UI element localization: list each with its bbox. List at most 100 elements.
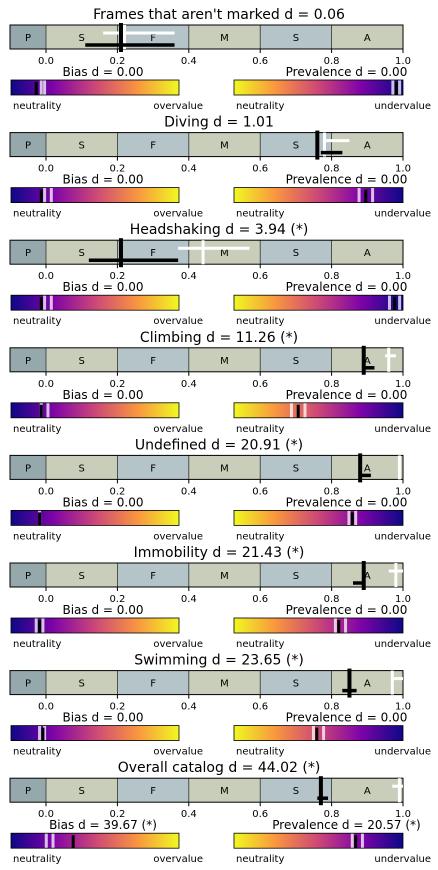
band-label: P [25, 463, 31, 474]
band [46, 132, 118, 157]
band-label: A [364, 786, 371, 797]
band [260, 240, 332, 265]
axis-tick-label: 0.6 [252, 56, 268, 67]
prevalence-tick-right: undervalue [374, 747, 431, 758]
axis-tick-label: 0.8 [324, 271, 340, 282]
axis-tick-label: 0.6 [252, 164, 268, 175]
band [46, 347, 118, 372]
axis-tick-label: 0.6 [252, 702, 268, 713]
band-label: F [150, 248, 156, 259]
panel: Overall catalog d = 44.02 (*) P S F M S A 0.0 0.… [9, 760, 431, 865]
axis-tick-label: 1.0 [395, 164, 411, 175]
axis-tick-label: 0.8 [324, 486, 340, 497]
axis-tick-label: 0.0 [38, 702, 54, 713]
band-label: A [364, 141, 371, 152]
band [260, 347, 332, 372]
band-label: M [220, 679, 229, 690]
prevalence-gradient [234, 618, 403, 633]
band-label: S [79, 786, 85, 797]
panel: Climbing d = 11.26 (*) P S F M S A 0.0 0.2 0.4 0.6… [9, 330, 431, 435]
axis-tick-label: 0.2 [109, 379, 125, 390]
band [10, 778, 46, 803]
band-bar-frame [9, 777, 404, 803]
prevalence-label: Prevalence d = 20.57 (*) [272, 818, 420, 832]
bias-tick-left: neutrality [13, 209, 61, 220]
axis-tick-label: 0.0 [38, 594, 54, 605]
prevalence-tick-right: undervalue [374, 316, 431, 327]
prevalence-gradient [234, 80, 403, 95]
band [331, 563, 403, 587]
bias-gradient-frame [10, 402, 180, 419]
axis-tick-label: 0.8 [324, 56, 340, 67]
axis-tick-label: 0.2 [109, 486, 125, 497]
bias-tick-right: overvalue [153, 316, 203, 327]
prevalence-label: Prevalence d = 0.00 [286, 495, 408, 509]
band [117, 132, 189, 157]
band-label: S [293, 786, 299, 797]
prevalence-gradient-frame [233, 725, 404, 741]
bias-gradient-frame [10, 832, 180, 849]
band-label: S [293, 248, 299, 259]
bias-gradient [11, 833, 179, 849]
band-label: A [364, 33, 371, 44]
band-label: S [293, 356, 299, 367]
band [117, 670, 189, 695]
band-bar-frame [9, 562, 404, 588]
band [188, 240, 261, 265]
axis-tick-label: 0.2 [109, 809, 125, 820]
prevalence-label: Prevalence d = 0.00 [286, 173, 408, 187]
band-label: P [25, 786, 31, 797]
axis-tick-label: 0.0 [38, 379, 54, 390]
bias-gradient-frame [10, 725, 180, 741]
band-label: F [150, 679, 156, 690]
bias-gradient [11, 402, 179, 418]
axis-tick-label: 0.8 [324, 164, 340, 175]
prevalence-label: Prevalence d = 0.00 [286, 65, 408, 79]
bias-tick-left: neutrality [13, 531, 61, 542]
panel-title: Immobility d = 21.43 (*) [134, 545, 305, 561]
bias-tick-right: overvalue [153, 424, 203, 435]
panel-title: Overall catalog d = 44.02 (*) [118, 760, 321, 776]
axis-tick-label: 1.0 [395, 271, 411, 282]
prevalence-gradient [234, 725, 403, 741]
bias-label: Bias d = 0.00 [62, 603, 143, 617]
prevalence-gradient [234, 510, 403, 526]
bias-gradient-frame [10, 617, 180, 634]
prevalence-tick-left: neutrality [236, 639, 284, 650]
band-label: A [364, 248, 371, 259]
bias-gradient [11, 618, 179, 633]
band-label: F [150, 786, 156, 797]
axis-tick-label: 0.4 [181, 379, 197, 390]
axis-tick-label: 0.4 [181, 594, 197, 605]
band [331, 132, 403, 157]
band-label: S [79, 33, 85, 44]
band-label: M [220, 33, 229, 44]
axis-tick-label: 0.0 [38, 809, 54, 820]
band [10, 670, 46, 695]
band-label: F [150, 356, 156, 367]
axis-tick-label: 0.8 [324, 594, 340, 605]
band [260, 25, 332, 49]
bias-label: Bias d = 0.00 [62, 65, 143, 79]
band [117, 778, 189, 803]
band-label: A [364, 356, 371, 367]
bias-gradient-frame [10, 79, 180, 96]
band [10, 25, 46, 49]
bias-gradient-frame [10, 187, 180, 203]
axis-tick-label: 0.6 [252, 809, 268, 820]
prevalence-tick-left: neutrality [236, 209, 284, 220]
band-label: P [25, 248, 31, 259]
band-label: S [79, 571, 85, 582]
band-label: M [220, 356, 229, 367]
band-label: S [293, 463, 299, 474]
prevalence-tick-left: neutrality [236, 747, 284, 758]
bias-tick-right: overvalue [153, 747, 203, 758]
band-label: A [364, 679, 371, 690]
prevalence-tick-right: undervalue [374, 101, 431, 112]
band [188, 670, 261, 695]
prevalence-tick-right: undervalue [374, 854, 431, 865]
band-bar-frame [9, 239, 404, 265]
band-label: M [220, 571, 229, 582]
band-label: S [79, 463, 85, 474]
bias-tick-left: neutrality [13, 316, 61, 327]
